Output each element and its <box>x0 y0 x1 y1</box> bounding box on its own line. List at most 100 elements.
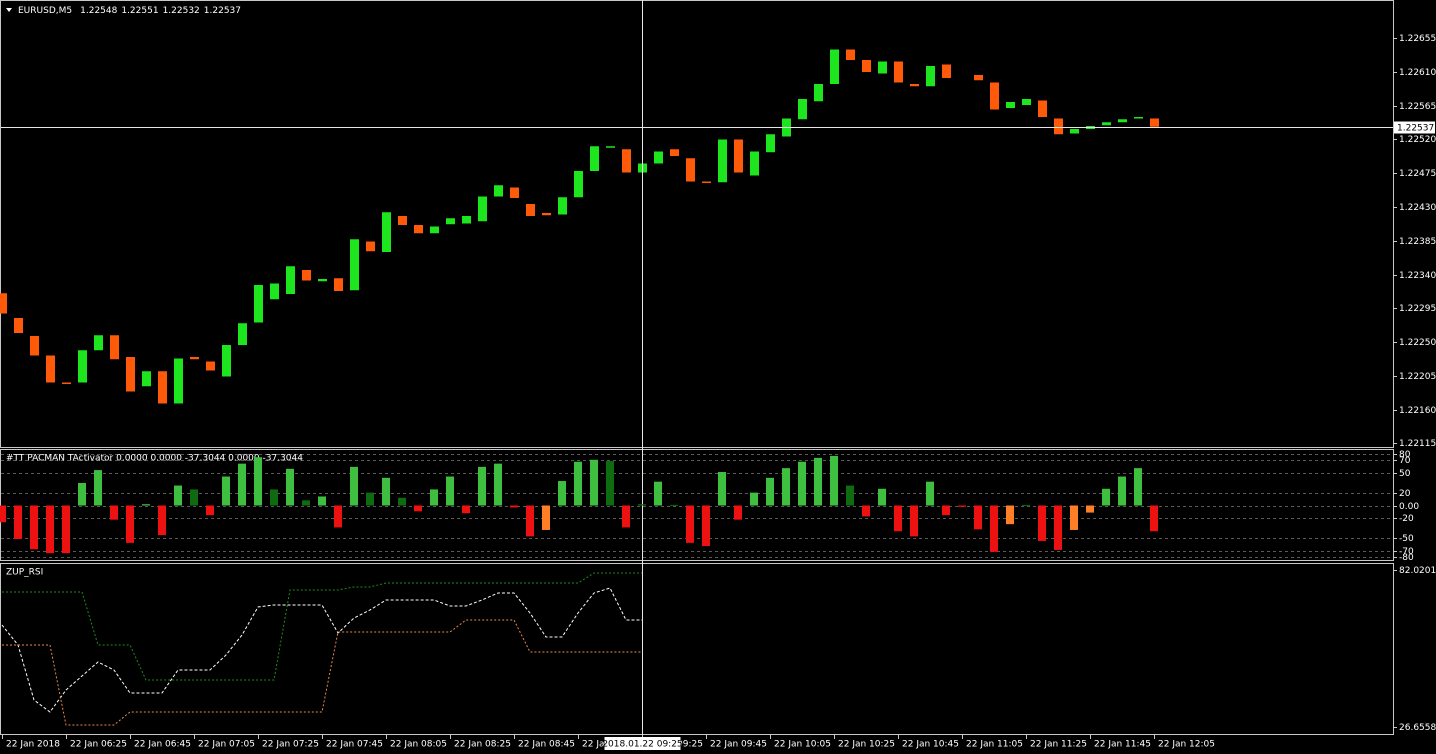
rsi-line <box>2 572 642 681</box>
histogram-bar <box>670 504 678 506</box>
y-tick-label: 82.0201 <box>1399 566 1436 576</box>
histogram-bar <box>110 505 118 520</box>
histogram-bar <box>558 481 566 506</box>
histogram-bar <box>590 459 598 506</box>
histogram-bar <box>846 485 854 506</box>
x-tick-label: 22 Jan 07:05 <box>198 740 255 750</box>
candle <box>30 336 39 356</box>
candle <box>734 139 743 173</box>
indicator-panel-frame <box>0 449 1394 561</box>
candle <box>894 61 903 83</box>
y-tick-label: 80 <box>1399 450 1411 460</box>
x-tick-label: 22 Jan 07:25 <box>262 740 319 750</box>
histogram-bar <box>1134 468 1142 506</box>
histogram-bar <box>286 468 294 506</box>
histogram-bar <box>1102 488 1110 506</box>
candle <box>942 64 951 78</box>
candle <box>398 216 407 225</box>
chart-header: EURUSD,M5 1.22548 1.22551 1.22532 1.22537 <box>18 6 241 16</box>
histogram-bar <box>334 505 342 528</box>
y-tick-label: 1.22655 <box>1399 34 1436 44</box>
rsi-line <box>2 619 642 726</box>
x-tick-label: 22 Jan 10:05 <box>774 740 831 750</box>
histogram-bar <box>638 504 646 506</box>
indicator-title: #TT PACMAN TActivator 0.0000 0.0000 -37.… <box>6 454 303 464</box>
candle <box>206 361 215 371</box>
y-tick-label: 1.22340 <box>1399 271 1436 281</box>
histogram-bar <box>222 476 230 506</box>
histogram-bar <box>1022 504 1030 506</box>
candle <box>1038 100 1047 117</box>
candle <box>910 84 919 87</box>
y-tick-label: 0.00 <box>1399 502 1419 512</box>
y-tick-label: 1.22520 <box>1399 135 1436 145</box>
histogram-bar <box>830 455 838 506</box>
y-tick-label: -20 <box>1399 514 1414 524</box>
candle <box>222 345 231 377</box>
candle <box>110 335 119 360</box>
histogram-bar <box>398 497 406 506</box>
candle <box>750 151 759 176</box>
candle <box>558 197 567 215</box>
histogram-bar <box>430 489 438 506</box>
candle <box>382 212 391 252</box>
histogram-bar <box>1086 505 1094 513</box>
histogram-bar <box>462 505 470 514</box>
x-tick-label: 22 Jan 08:05 <box>390 740 447 750</box>
candle <box>1102 122 1111 126</box>
histogram-bar <box>94 470 102 506</box>
ohlc-value: 1.22551 <box>121 6 158 16</box>
candle <box>158 371 167 404</box>
ohlc-value: 1.22548 <box>80 6 117 16</box>
histogram-bar <box>46 505 54 554</box>
y-tick-label: -80 <box>1399 553 1414 563</box>
candle <box>542 213 551 216</box>
histogram-bar <box>750 492 758 506</box>
rsi-line <box>1 587 642 713</box>
candle <box>126 357 135 392</box>
y-tick-label: 1.22205 <box>1399 372 1436 382</box>
histogram-bar <box>702 505 710 547</box>
y-tick-label: 50 <box>1399 469 1411 479</box>
candle <box>1134 117 1143 119</box>
candle <box>1022 99 1031 105</box>
candle <box>606 146 615 148</box>
histogram-bar <box>958 505 966 507</box>
histogram-bar <box>0 505 6 523</box>
candle <box>702 181 711 183</box>
y-tick-label: 70 <box>1399 456 1411 466</box>
candle <box>190 357 199 360</box>
x-tick-label: 22 Jan 06:45 <box>134 740 191 750</box>
candle <box>174 358 183 404</box>
y-tick-label: 20 <box>1399 489 1411 499</box>
y-tick-label: 1.22250 <box>1399 338 1436 348</box>
histogram-bar <box>1006 505 1014 525</box>
x-tick-label: 22 Jan 07:45 <box>326 740 383 750</box>
histogram-bar <box>174 485 182 506</box>
y-tick-label: 1.22610 <box>1399 68 1436 78</box>
histogram-bar <box>414 505 422 512</box>
y-tick-label: 1.22385 <box>1399 237 1436 247</box>
histogram-bar <box>974 505 982 530</box>
candle <box>1006 102 1015 108</box>
candle <box>494 185 503 197</box>
menu-arrow[interactable] <box>6 8 12 12</box>
ohlc-value: 1.22537 <box>204 6 241 16</box>
x-tick-label: 22 Jan 06:25 <box>70 740 127 750</box>
candle <box>1150 118 1159 127</box>
candle <box>46 355 55 383</box>
candle <box>814 84 823 102</box>
candle <box>622 149 631 173</box>
histogram-bar <box>686 505 694 543</box>
histogram-bar <box>862 505 870 517</box>
histogram-bar <box>1150 505 1158 532</box>
histogram-bar <box>1070 505 1078 530</box>
chart-title: EURUSD,M5 <box>18 6 72 16</box>
x-tick-label: 22 Jan 08:25 <box>454 740 511 750</box>
candle <box>1118 119 1127 123</box>
candle <box>590 146 599 171</box>
x-tick-label: 22 Jan 09:45 <box>710 740 767 750</box>
candle <box>798 99 807 120</box>
candle <box>270 283 279 300</box>
